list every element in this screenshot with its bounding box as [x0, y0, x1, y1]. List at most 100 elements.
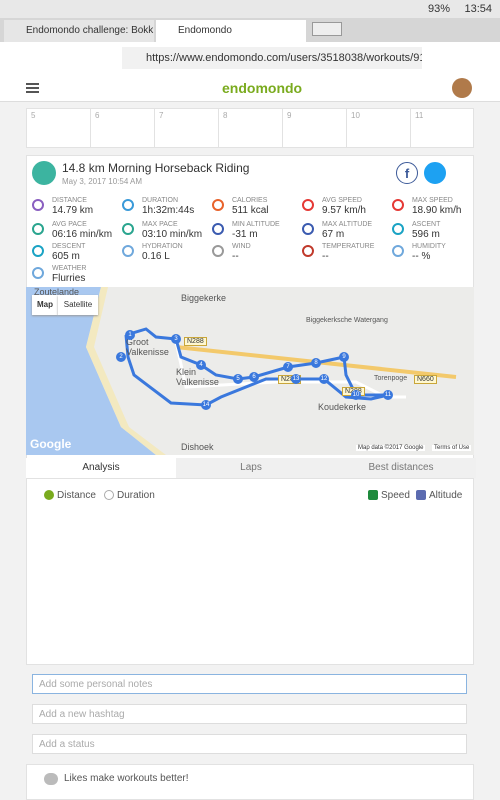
route-marker: 6: [249, 372, 259, 382]
status-bar: [0, 0, 500, 18]
stat-label: Ascent: [412, 221, 441, 228]
toggle-label[interactable]: Distance: [57, 490, 96, 501]
logo[interactable]: endomondo: [222, 80, 303, 96]
stat-icon: [32, 223, 44, 235]
stat-icon: [32, 267, 44, 279]
route-marker: 11: [383, 390, 393, 400]
likes-text: Likes make workouts better!: [64, 773, 189, 784]
likes-panel: [26, 764, 474, 800]
route-marker: 13: [291, 374, 301, 384]
stat-icon: [122, 199, 134, 211]
avatar[interactable]: [452, 78, 472, 98]
map-place: Koudekerke: [318, 402, 367, 412]
stat-icon: [392, 223, 404, 235]
url-bar[interactable]: https://www.endomondo.com/users/3518038/…: [122, 47, 422, 69]
stat-icon: [32, 199, 44, 211]
stat-value: 1h:32m:44s: [142, 205, 195, 216]
beach: [86, 287, 166, 455]
map-type-button[interactable]: Map: [32, 295, 58, 315]
analysis-tab[interactable]: Best distances: [326, 458, 476, 478]
stat-value: 9.57 km/h: [322, 205, 366, 216]
route-marker: 7: [283, 362, 293, 372]
sport-icon: [32, 161, 56, 185]
map-place: Groot Valkenisse: [126, 337, 169, 357]
route-marker: 9: [339, 352, 349, 362]
map-place: Biggekerksche Watergang: [306, 317, 388, 324]
stat-value: --: [322, 251, 329, 262]
route-marker: 3: [171, 334, 181, 344]
stat-icon: [212, 199, 224, 211]
stat-value: 14.79 km: [52, 205, 94, 216]
stat-label: Calories: [232, 197, 268, 204]
stat-value: 18.90 km/h: [412, 205, 462, 216]
stat-icon: [302, 245, 314, 257]
map[interactable]: Zoutelande Biggekerke Groot Valkenisse Klei…: [26, 287, 474, 455]
text-input[interactable]: Add a status: [32, 734, 467, 754]
sea: [26, 287, 156, 455]
legend-label[interactable]: Altitude: [429, 490, 463, 501]
stat-value: -- %: [412, 251, 431, 262]
calendar: [26, 108, 474, 148]
stat-value: 67 m: [322, 229, 345, 240]
new-tab[interactable]: [312, 22, 342, 36]
stat-label: Duration: [142, 197, 179, 204]
stat-label: Wind: [232, 243, 251, 250]
battery: 93%: [427, 3, 450, 15]
stat-icon: [302, 199, 314, 211]
route-marker: 8: [311, 358, 321, 368]
stat-icon: [212, 245, 224, 257]
stat-label: Descent: [52, 243, 86, 250]
calendar-day: 6: [90, 108, 154, 148]
workout-date: May 3, 2017 10:54 AM: [62, 177, 143, 186]
stat-label: Temperature: [322, 243, 375, 250]
route-marker: 10: [351, 390, 361, 400]
stat-icon: [32, 245, 44, 257]
analysis-tab[interactable]: Analysis: [26, 458, 176, 478]
stat-label: Weather: [52, 265, 87, 272]
facebook-share[interactable]: f: [396, 162, 418, 184]
stat-icon: [302, 223, 314, 235]
stat-label: Hydration: [142, 243, 183, 250]
stat-icon: [122, 223, 134, 235]
stat-label: Max Pace: [142, 221, 178, 228]
tab[interactable]: Endomondo challenge: Bokk: [4, 20, 154, 42]
map-place: Klein Valkenisse: [176, 367, 219, 387]
tab[interactable]: Endomondo: [156, 20, 306, 42]
stat-label: Avg Pace: [52, 221, 87, 228]
calendar-day: 5: [26, 108, 90, 148]
route-marker: 2: [116, 352, 126, 362]
legend-box[interactable]: [416, 490, 426, 500]
legend-box[interactable]: [368, 490, 378, 500]
twitter-share[interactable]: [424, 162, 446, 184]
menu-icon[interactable]: [26, 83, 39, 93]
stat-icon: [212, 223, 224, 235]
map-type-button[interactable]: Satellite: [58, 295, 98, 315]
heart-icon: [44, 773, 58, 785]
clock: 13:54: [464, 3, 492, 15]
toggle-box[interactable]: [44, 490, 54, 500]
stat-label: Distance: [52, 197, 87, 204]
text-input[interactable]: Add a new hashtag: [32, 704, 467, 724]
map-place: Torenpoge: [374, 375, 408, 382]
stat-value: 06:16 min/km: [52, 229, 113, 240]
legend-label[interactable]: Speed: [381, 490, 410, 501]
toggle-label[interactable]: Duration: [117, 490, 155, 501]
map-attribution: Map data ©2017 Google: [356, 445, 426, 451]
workout-title: 14.8 km Morning Horseback Riding: [62, 161, 250, 175]
analysis-tab[interactable]: Laps: [176, 458, 326, 478]
stat-label: Max Altitude: [322, 221, 373, 228]
stat-label: Max Speed: [412, 197, 453, 204]
toggle-box[interactable]: [104, 490, 114, 500]
stat-value: 0.16 L: [142, 251, 170, 262]
route-marker: 14: [201, 400, 211, 410]
stat-label: Min Altitude: [232, 221, 280, 228]
map-place: Zoutelande: [34, 287, 80, 297]
text-input[interactable]: Add some personal notes: [32, 674, 467, 694]
calendar-day: 10: [346, 108, 410, 148]
route-marker: 5: [233, 374, 243, 384]
map-terms[interactable]: Terms of Use: [432, 445, 472, 451]
stat-value: 596 m: [412, 229, 440, 240]
stat-label: Avg Speed: [322, 197, 362, 204]
calendar-day: 9: [282, 108, 346, 148]
road-label: N288: [184, 337, 207, 346]
